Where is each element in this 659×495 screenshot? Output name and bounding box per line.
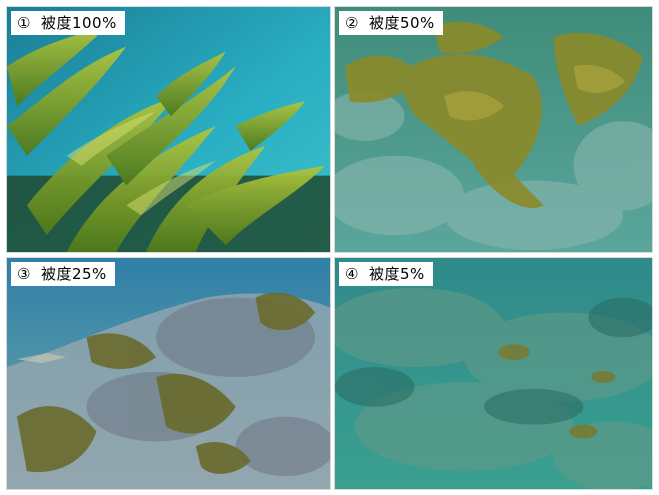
panel-label-3: ③ 被度25% [11,262,115,286]
panel-number-3: ③ [17,265,31,283]
photo-panel-4: ④ 被度5% [334,257,653,490]
panel-label-4: ④ 被度5% [339,262,433,286]
photo-panel-3: ③ 被度25% [6,257,331,490]
panel-number-1: ① [17,14,31,32]
panel-label-2: ② 被度50% [339,11,443,35]
photo-panel-1: ① 被度100% [6,6,331,253]
photo-panel-2: ② 被度50% [334,6,653,253]
panel-number-2: ② [345,14,359,32]
panel-number-4: ④ [345,265,359,283]
underwater-photo-medium-kelp [335,7,652,252]
panel-caption-3: 被度25% [40,265,107,283]
panel-caption-4: 被度5% [368,265,425,283]
panel-caption-2: 被度50% [368,14,435,32]
underwater-photo-dense-kelp [7,7,330,252]
panel-caption-1: 被度100% [40,14,117,32]
underwater-photo-barren-rock [335,258,652,489]
underwater-photo-sparse-kelp [7,258,330,489]
panel-label-1: ① 被度100% [11,11,125,35]
